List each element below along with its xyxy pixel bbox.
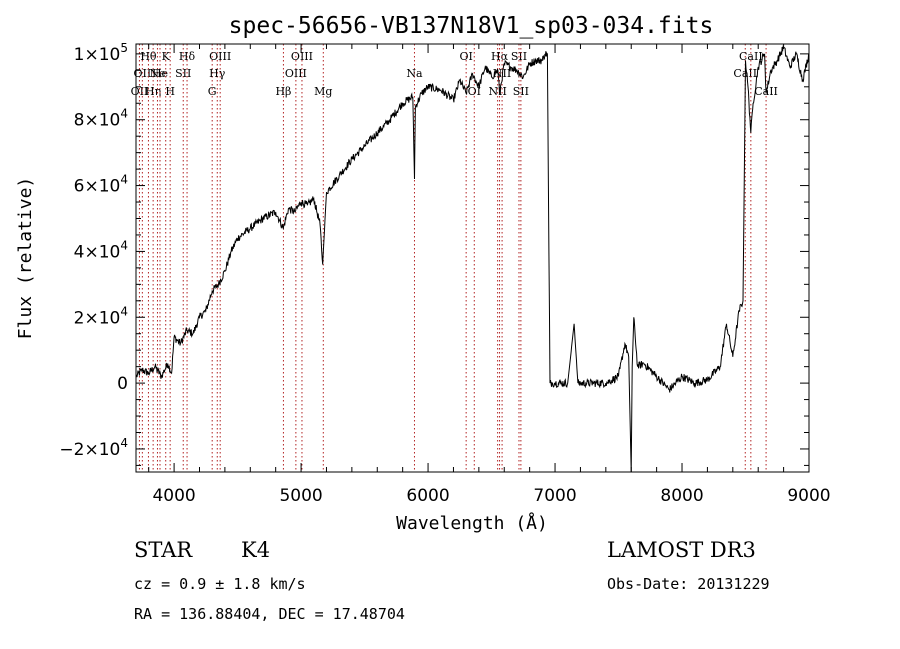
line-label-14: OIII [285, 67, 307, 80]
object-class: STAR [134, 538, 193, 562]
line-label-3: Hη [145, 85, 161, 98]
y-tick-exponent: 4 [120, 436, 128, 450]
survey-name: LAMOST DR3 [607, 538, 756, 562]
spectrum-chart: spec-56656-VB137N18V1_sp03-034.fits OII O… [15, 13, 831, 534]
y-tick-mantissa: 1×10 [74, 45, 121, 65]
y-tick-mantissa: 0 [117, 374, 128, 394]
y-tick-exponent: 4 [120, 238, 128, 252]
y-tick-mantissa: −2×10 [59, 440, 120, 460]
redshift-value: cz = 0.9 ± 1.8 km/s [134, 575, 306, 593]
line-label-20: NII [488, 85, 506, 98]
x-tick-label: 5000 [279, 486, 322, 506]
y-tick-exponent: 4 [120, 304, 128, 318]
x-axis-label: Wavelength (Å) [396, 512, 548, 534]
line-label-11: Hγ [209, 67, 226, 80]
line-label-21: Hα [491, 50, 509, 63]
y-tick-label: 0 [117, 374, 128, 394]
object-subclass: K4 [241, 538, 271, 562]
line-label-24: SII [513, 85, 529, 98]
coordinates: RA = 136.88404, DEC = 17.48704 [134, 605, 405, 623]
chart-title: spec-56656-VB137N18V1_sp03-034.fits [229, 13, 714, 39]
line-label-15: OIII [291, 50, 313, 63]
y-tick-label: 6×104 [74, 173, 128, 197]
line-label-18: OI [459, 50, 472, 63]
y-tick-mantissa: 2×10 [74, 308, 121, 328]
line-label-9: Hδ [179, 50, 196, 63]
x-tick-label: 6000 [406, 486, 449, 506]
line-label-12: OIII [209, 50, 231, 63]
x-tick-label: 7000 [533, 486, 576, 506]
observation-date: Obs-Date: 20131229 [607, 575, 770, 593]
line-label-17: Na [406, 67, 423, 80]
y-tick-label: 8×104 [74, 107, 128, 131]
line-label-0: OII [131, 85, 149, 98]
line-label-23: SII [511, 50, 527, 63]
x-axis: 4000 5000 6000 7000 8000 9000 [148, 44, 831, 506]
y-tick-exponent: 5 [120, 41, 128, 55]
y-tick-mantissa: 6×10 [74, 177, 121, 197]
y-axis-label: Flux (relative) [15, 177, 36, 340]
y-tick-mantissa: 8×10 [74, 111, 121, 131]
spectral-line-markers: OIIOIIHθHηNeHeKHSIIHδGHγOIIIHβOIIIOIIIMg… [131, 44, 778, 472]
spectrum-layer [135, 45, 810, 473]
line-label-16: Mg [314, 85, 332, 98]
line-label-7: H [165, 85, 175, 98]
line-label-19: OI [468, 85, 481, 98]
line-label-4: Ne [149, 67, 165, 80]
line-label-8: SII [175, 67, 191, 80]
y-tick-exponent: 4 [120, 173, 128, 187]
x-tick-label: 8000 [660, 486, 703, 506]
line-label-13: Hβ [275, 85, 291, 98]
x-tick-label: 4000 [152, 486, 195, 506]
y-tick-exponent: 4 [120, 107, 128, 121]
line-label-6: K [162, 50, 171, 63]
line-label-26: CaII [739, 50, 763, 63]
line-label-10: G [208, 85, 217, 98]
y-tick-label: −2×104 [59, 436, 128, 460]
line-label-2: Hθ [140, 50, 157, 63]
spectrum-line [135, 45, 810, 473]
plot-frame [135, 43, 810, 473]
x-tick-label: 9000 [787, 486, 830, 506]
line-label-5: He [152, 67, 168, 80]
y-tick-label: 4×104 [74, 238, 128, 262]
y-tick-label: 1×105 [74, 41, 128, 65]
y-tick-label: 2×104 [74, 304, 128, 328]
y-tick-mantissa: 4×10 [74, 242, 121, 262]
